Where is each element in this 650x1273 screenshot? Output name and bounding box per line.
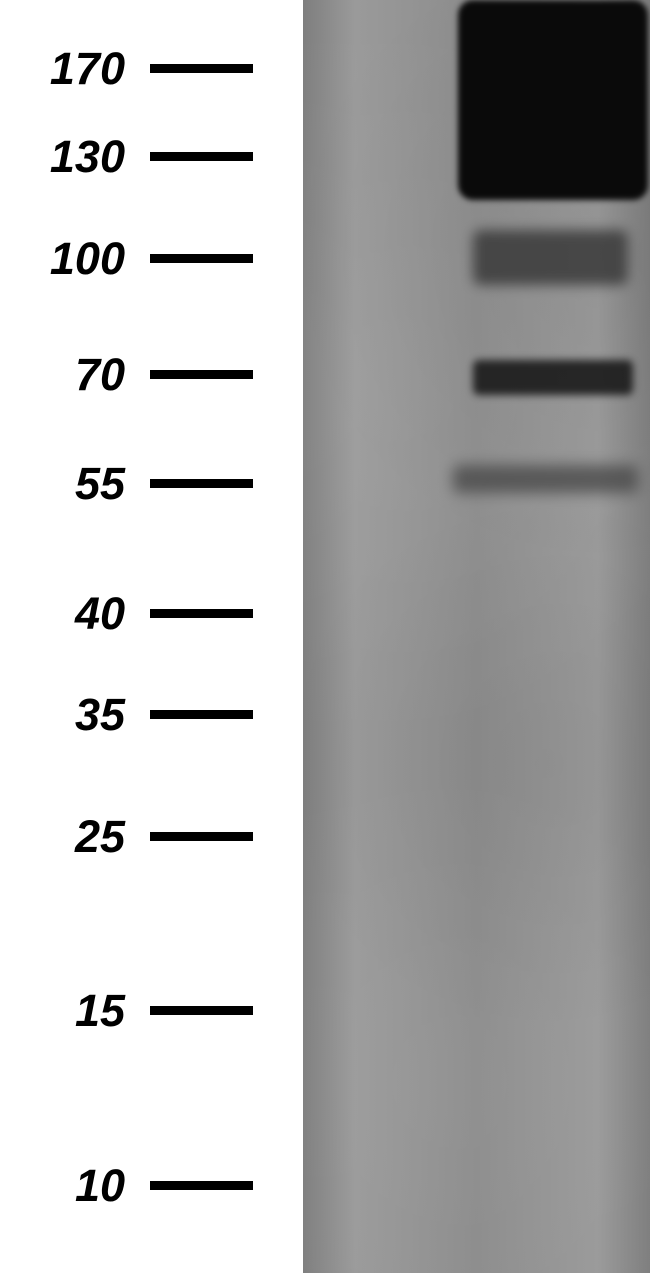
ladder-tick <box>150 710 253 719</box>
ladder-label: 70 <box>5 349 125 401</box>
ladder-label: 25 <box>5 811 125 863</box>
ladder-tick <box>150 1181 253 1190</box>
ladder-tick <box>150 64 253 73</box>
ladder-tick <box>150 479 253 488</box>
ladder-tick <box>150 152 253 161</box>
ladder-label: 10 <box>5 1160 125 1212</box>
protein-band <box>458 0 648 200</box>
gel-lane <box>303 0 650 1273</box>
ladder-tick <box>150 370 253 379</box>
protein-band <box>473 230 628 285</box>
ladder-tick <box>150 254 253 263</box>
ladder-tick <box>150 1006 253 1015</box>
ladder-tick <box>150 609 253 618</box>
protein-band <box>473 360 633 395</box>
ladder-label: 130 <box>5 131 125 183</box>
ladder-tick <box>150 832 253 841</box>
ladder-label: 170 <box>5 43 125 95</box>
ladder-label: 40 <box>5 588 125 640</box>
ladder-label: 15 <box>5 985 125 1037</box>
ladder-label: 100 <box>5 233 125 285</box>
ladder-label: 35 <box>5 689 125 741</box>
western-blot-figure: 170 130 100 70 55 40 35 25 15 10 <box>0 0 650 1273</box>
protein-band <box>453 465 638 493</box>
ladder-label: 55 <box>5 458 125 510</box>
